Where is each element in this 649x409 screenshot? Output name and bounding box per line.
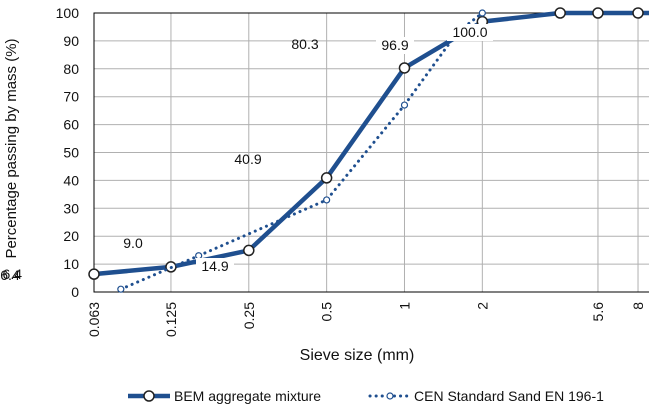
data-labels: 6.4 9.0 14.9 40.9 80.3 96.9 100.0 xyxy=(0,24,493,283)
series-line-cen-sand xyxy=(119,11,484,291)
legend-marker-bem xyxy=(143,390,155,402)
y-tick-label: 20 xyxy=(63,228,79,244)
y-tick-label: 30 xyxy=(63,200,79,216)
x-axis-label: Sieve size (mm) xyxy=(300,347,415,364)
bem-point xyxy=(592,7,604,19)
x-tick-label: 8 xyxy=(630,302,646,310)
legend-marker-cen xyxy=(386,392,394,400)
bem-point xyxy=(243,244,255,257)
y-tick-label: 10 xyxy=(63,256,79,272)
bem-point xyxy=(88,268,100,280)
cen-sand-point xyxy=(478,9,486,17)
cen-sand-point xyxy=(323,196,331,204)
bem-point xyxy=(554,7,566,19)
bem-point xyxy=(398,62,411,74)
x-tick-label: 0.25 xyxy=(241,302,257,329)
y-tick-label: 0 xyxy=(71,284,79,300)
data-label: 9.0 xyxy=(123,235,143,251)
y-tick-label: 50 xyxy=(63,145,79,161)
y-tick-label: 80 xyxy=(63,61,79,77)
y-axis-ticks: 0 10 20 30 40 50 60 70 80 90 100 6.4 xyxy=(3,5,80,300)
x-tick-label: 0.063 xyxy=(86,302,102,337)
data-label-bg xyxy=(447,24,493,41)
x-tick-label: 0.125 xyxy=(163,302,179,337)
cen-sand-point xyxy=(400,101,409,109)
y-tick-label: 100 xyxy=(56,5,80,21)
x-tick-label: 1 xyxy=(396,302,412,310)
data-label: 40.9 xyxy=(234,151,261,167)
bem-point xyxy=(320,172,333,184)
y-tick-label: 70 xyxy=(63,89,79,105)
data-label: 96.9 xyxy=(381,37,408,53)
x-tick-label: 5.6 xyxy=(590,302,606,322)
plot-frame xyxy=(93,12,649,293)
x-tick-label: 2 xyxy=(474,302,490,310)
data-label-bg xyxy=(196,258,234,275)
data-label: 14.9 xyxy=(201,258,228,274)
cen-sand-point xyxy=(117,285,125,293)
y-axis-label: Percentage passing by mass (%) xyxy=(3,38,20,258)
series-layer xyxy=(88,7,649,293)
data-label: 80.3 xyxy=(291,36,318,52)
legend: BEM aggregate mixture CEN Standard Sand E… xyxy=(128,388,604,404)
y-tick-label: 40 xyxy=(63,172,79,188)
y-tick-label: 90 xyxy=(63,33,79,49)
legend-label-bem: BEM aggregate mixture xyxy=(174,388,321,404)
x-tick-label: 0.5 xyxy=(319,302,335,322)
data-label: 100.0 xyxy=(452,24,487,40)
series-line-bem xyxy=(93,10,649,277)
y-tick-label: 60 xyxy=(63,117,79,133)
y-tick-label-extra: 6.4 xyxy=(3,266,23,282)
bem-point xyxy=(632,7,644,19)
data-label: 6.4 xyxy=(0,267,20,283)
data-label-bg xyxy=(376,37,414,54)
legend-label-cen: CEN Standard Sand EN 196-1 xyxy=(414,388,604,404)
grid xyxy=(93,12,649,293)
